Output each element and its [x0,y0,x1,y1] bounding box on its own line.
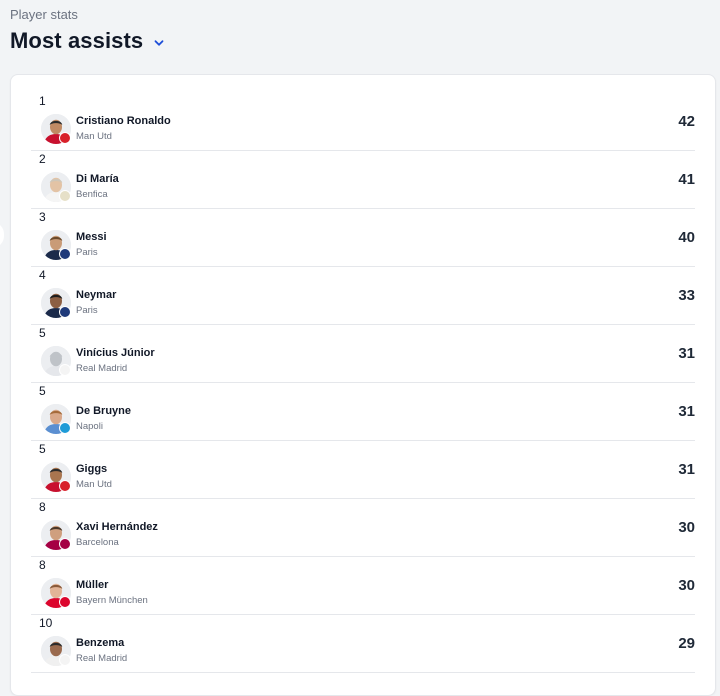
player-team: Paris [76,305,98,316]
player-rank: 8 [39,558,46,572]
club-badge-icon [59,538,71,550]
player-row[interactable]: 5 Giggs Man Utd 31 [31,441,695,499]
player-rank: 1 [39,94,46,108]
player-team: Man Utd [76,131,112,142]
player-avatar [41,346,71,376]
club-badge-icon [59,190,71,202]
page-title: Most assists [10,28,144,53]
player-row[interactable]: 1 Cristiano Ronaldo Man Utd 42 [31,93,695,151]
player-row[interactable]: 4 Neymar Paris 33 [31,267,695,325]
player-row[interactable]: 10 Benzema Real Madrid 29 [31,615,695,673]
chevron-down-icon [154,39,164,46]
section-overline: Player stats [10,7,78,22]
page-header: Player stats Most assists [10,6,165,54]
player-row[interactable]: 3 Messi Paris 40 [31,209,695,267]
player-rank: 8 [39,500,46,514]
player-rank: 10 [39,616,53,630]
player-team: Man Utd [76,479,112,490]
player-row[interactable]: 5 De Bruyne Napoli 31 [31,383,695,441]
club-badge-icon [59,422,71,434]
player-name: Benzema [76,637,125,649]
assist-count: 40 [678,229,695,246]
player-row[interactable]: 8 Müller Bayern München 30 [31,557,695,615]
club-badge-icon [59,480,71,492]
player-rank: 2 [39,152,46,166]
player-avatar [41,578,71,608]
player-team: Napoli [76,421,103,432]
club-badge-icon [59,654,71,666]
club-badge-icon [59,364,71,376]
player-row[interactable]: 8 Xavi Hernández Barcelona 30 [31,499,695,557]
player-row[interactable]: 2 Di María Benfica 41 [31,151,695,209]
player-name: Giggs [76,463,108,475]
side-scroll-handle [0,222,4,248]
player-team: Real Madrid [76,363,128,374]
player-rank: 3 [39,210,46,224]
club-badge-icon [59,596,71,608]
assist-count: 30 [678,577,695,594]
assist-count: 29 [678,635,695,652]
player-rank: 5 [39,442,46,456]
player-name: Müller [76,579,109,591]
player-name: De Bruyne [76,405,132,417]
player-rank: 4 [39,268,46,282]
player-row[interactable]: 5 Vinícius Júnior Real Madrid 31 [31,325,695,383]
player-team: Bayern München [76,595,148,606]
player-team: Paris [76,247,98,258]
player-avatar [41,114,71,144]
player-photo-icon [41,114,71,144]
assist-count: 30 [678,519,695,536]
assist-count: 42 [678,113,695,130]
player-team: Barcelona [76,537,119,548]
club-badge-icon [59,306,71,318]
assist-count: 41 [678,171,695,188]
player-rank: 5 [39,326,46,340]
player-team: Benfica [76,189,108,200]
leaderboard-list: 1 Cristiano Ronaldo Man Utd 42 2 Di Marí… [31,93,695,673]
player-name: Vinícius Júnior [76,347,155,359]
player-rank: 5 [39,384,46,398]
club-badge-icon [59,132,71,144]
player-name: Messi [76,231,107,243]
player-name: Neymar [76,289,117,301]
assist-count: 31 [678,345,695,362]
club-badge-icon [59,248,71,260]
player-name: Cristiano Ronaldo [76,115,171,127]
assist-count: 31 [678,461,695,478]
player-name: Xavi Hernández [76,521,158,533]
assist-count: 31 [678,403,695,420]
player-team: Real Madrid [76,653,128,664]
player-photo-icon [41,578,71,608]
player-name: Di María [76,173,119,185]
player-photo-icon [41,346,71,376]
stat-selector[interactable]: Most assists [10,28,165,54]
assist-count: 33 [678,287,695,304]
leaderboard-card: 1 Cristiano Ronaldo Man Utd 42 2 Di Marí… [10,74,716,696]
